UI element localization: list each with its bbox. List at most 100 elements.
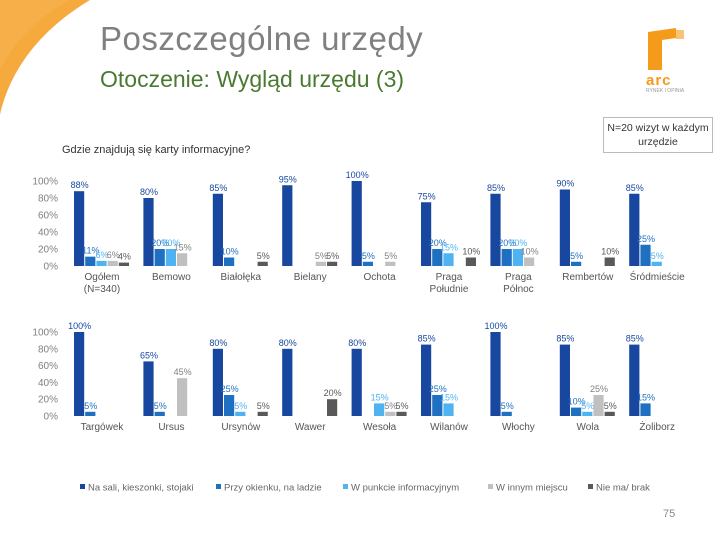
category-label: Południe (430, 284, 469, 295)
data-label: 20% (429, 238, 447, 248)
page-number: 75 (663, 508, 676, 520)
data-label: 75% (418, 191, 436, 201)
bar (154, 411, 165, 416)
legend-swatch (343, 484, 348, 489)
data-label: 15% (440, 242, 458, 252)
bar (582, 411, 593, 416)
bar (143, 361, 154, 416)
data-label: 4% (118, 252, 131, 262)
data-label: 85% (209, 183, 227, 193)
category-label: Wawer (295, 422, 326, 433)
bar (235, 411, 246, 416)
bar (118, 262, 129, 266)
logo-text: arc (646, 72, 672, 89)
bar (490, 332, 501, 416)
data-label: 5% (384, 251, 397, 261)
data-label: 5% (84, 401, 97, 411)
category-label: Białołęka (221, 272, 262, 283)
data-label: 25% (590, 384, 608, 394)
bar (443, 253, 454, 266)
sample-note: N=20 wizyt w każdym urzędzie (603, 117, 713, 153)
legend-label: W innym miejscu (496, 483, 568, 494)
category-label: (N=340) (84, 284, 120, 295)
data-label: 20% (498, 238, 516, 248)
chart-question: Gdzie znajdują się karty informacyjne? (62, 144, 251, 156)
page-title: Poszczególne urzędy (100, 20, 424, 57)
data-label: 45% (174, 367, 192, 377)
bar (593, 395, 604, 416)
bar (443, 403, 454, 416)
legend-label: Nie ma/ brak (596, 483, 650, 494)
bar (177, 378, 188, 416)
y-tick-label: 80% (38, 194, 58, 205)
data-label: 85% (556, 334, 574, 344)
data-label: 6% (95, 250, 108, 260)
bar (571, 261, 582, 266)
data-label: 80% (279, 338, 297, 348)
data-label: 25% (429, 384, 447, 394)
data-label: 85% (418, 334, 436, 344)
data-label: 65% (140, 350, 158, 360)
arc-logo-icon (648, 28, 684, 70)
bar (154, 249, 165, 266)
legend-swatch (80, 484, 85, 489)
bar (257, 261, 268, 266)
data-label: 5% (315, 251, 328, 261)
data-label: 5% (384, 401, 397, 411)
bar (224, 257, 235, 266)
data-label: 80% (209, 338, 227, 348)
data-label: 100% (346, 170, 369, 180)
bar (421, 202, 432, 266)
data-label: 85% (626, 334, 644, 344)
bar (96, 260, 107, 266)
category-label: Rembertów (562, 272, 614, 283)
bar (640, 244, 651, 266)
y-tick-label: 40% (38, 378, 58, 389)
bar (512, 249, 523, 266)
data-label: 10% (221, 247, 239, 257)
data-label: 15% (371, 392, 389, 402)
bar (501, 411, 512, 416)
category-label: Targówek (81, 422, 125, 433)
data-label: 15% (174, 242, 192, 252)
bar (74, 191, 85, 266)
data-label: 95% (279, 174, 297, 184)
legend-swatch (488, 484, 493, 489)
data-label: 20% (151, 238, 169, 248)
legend-swatch (216, 484, 221, 489)
data-label: 100% (68, 321, 91, 331)
bar (385, 411, 396, 416)
data-label: 80% (348, 338, 366, 348)
y-tick-label: 20% (38, 395, 58, 406)
bar (421, 344, 432, 416)
category-label: Ogółem (84, 272, 119, 283)
category-label: Praga (436, 272, 463, 283)
category-label: Bemowo (152, 272, 191, 283)
y-tick-label: 100% (32, 177, 58, 188)
data-label: 10% (568, 397, 586, 407)
category-label: Żoliborz (639, 420, 675, 433)
bar (571, 407, 582, 416)
y-tick-label: 60% (38, 361, 58, 372)
bar (165, 249, 176, 266)
bar (257, 411, 268, 416)
data-label: 88% (71, 180, 89, 190)
bar (212, 193, 223, 266)
bar (282, 185, 293, 266)
data-label: 80% (140, 187, 158, 197)
data-label: 5% (651, 251, 664, 261)
category-label: Wesoła (363, 422, 397, 433)
data-label: 5% (501, 401, 514, 411)
bar (559, 344, 570, 416)
bar (629, 344, 640, 416)
data-label: 85% (626, 183, 644, 193)
bar (385, 261, 396, 266)
data-label: 90% (556, 179, 574, 189)
bar (432, 395, 443, 416)
y-tick-label: 20% (38, 245, 58, 256)
bar (177, 253, 188, 266)
y-tick-label: 0% (44, 412, 59, 423)
bar (315, 261, 326, 266)
category-label: Praga (505, 272, 532, 283)
data-label: 25% (637, 234, 655, 244)
